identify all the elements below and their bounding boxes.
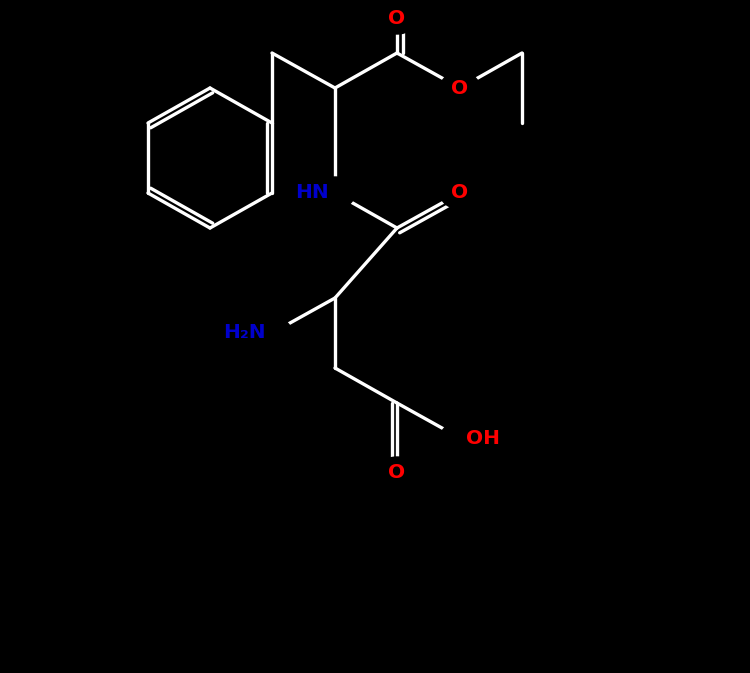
- Text: H₂N: H₂N: [224, 324, 266, 343]
- Text: O: O: [452, 79, 469, 98]
- Text: HN: HN: [296, 184, 329, 203]
- Ellipse shape: [440, 422, 480, 454]
- Text: O: O: [388, 464, 406, 483]
- Text: OH: OH: [466, 429, 500, 448]
- Ellipse shape: [252, 317, 292, 349]
- Ellipse shape: [377, 2, 417, 34]
- Text: O: O: [388, 9, 406, 28]
- Ellipse shape: [315, 177, 355, 209]
- Ellipse shape: [440, 177, 480, 209]
- Text: O: O: [452, 184, 469, 203]
- Ellipse shape: [377, 457, 417, 489]
- Ellipse shape: [440, 72, 480, 104]
